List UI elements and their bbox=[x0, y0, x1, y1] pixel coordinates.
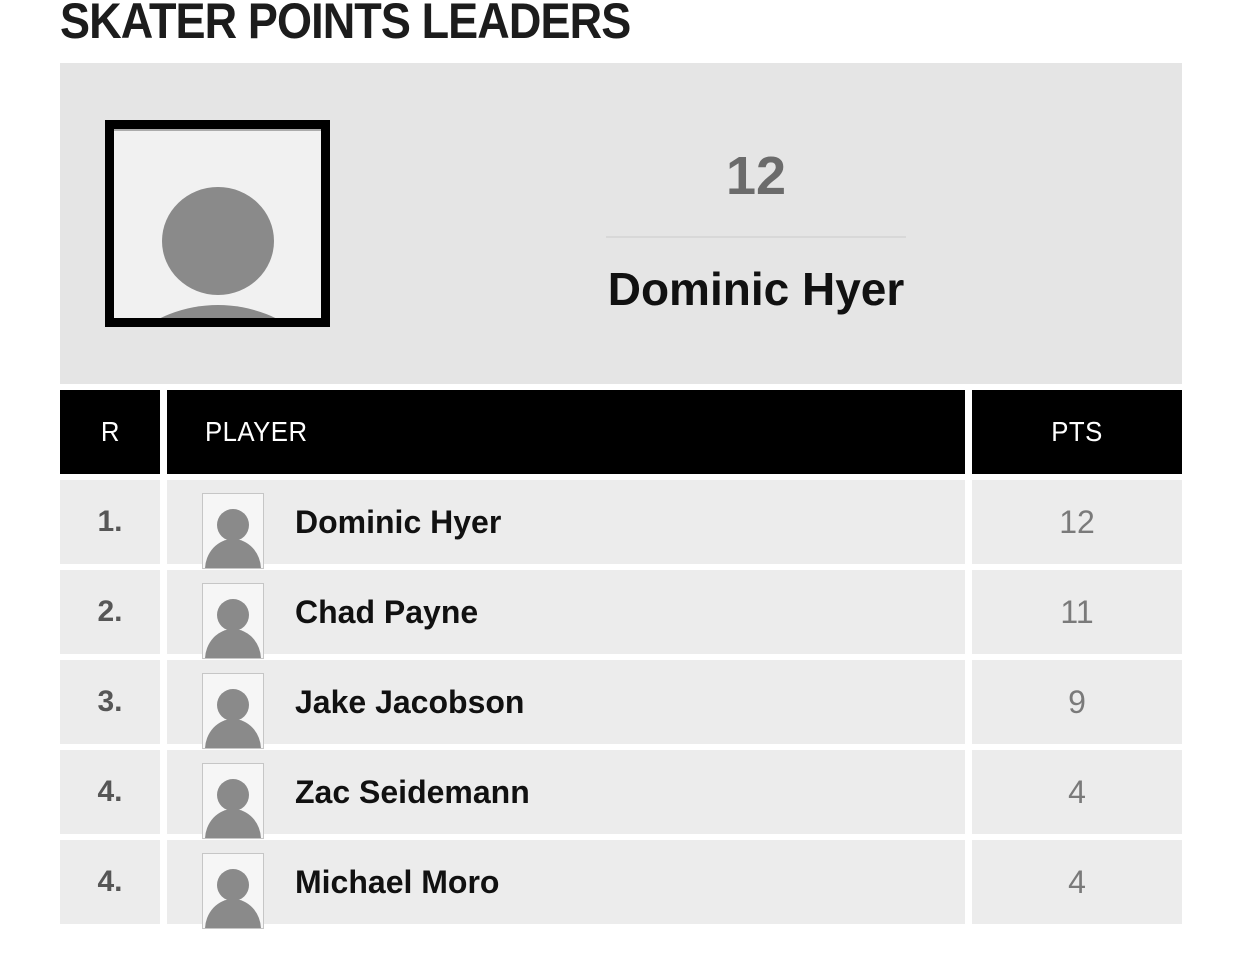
header-cell-player: PLAYER bbox=[167, 390, 965, 474]
player-photo-placeholder bbox=[202, 763, 264, 839]
player-name: Zac Seidemann bbox=[295, 773, 530, 810]
player-cell: Michael Moro bbox=[167, 840, 965, 929]
player-cell: Dominic Hyer bbox=[167, 480, 965, 569]
featured-player-name: Dominic Hyer bbox=[607, 263, 905, 315]
rank-column-label: R bbox=[100, 416, 120, 447]
person-silhouette-icon bbox=[217, 509, 249, 541]
featured-points-value: 12 bbox=[725, 146, 787, 206]
featured-player-photo bbox=[105, 120, 330, 327]
photo-top-edge bbox=[114, 129, 321, 131]
page-title: SKATER POINTS LEADERS bbox=[60, 0, 631, 49]
table-row: 4. Zac Seidemann 4 bbox=[60, 750, 1182, 839]
player-name: Jake Jacobson bbox=[295, 683, 525, 720]
rank-cell: 3. bbox=[60, 660, 160, 744]
player-photo-placeholder bbox=[202, 583, 264, 659]
player-column-label: PLAYER bbox=[205, 416, 308, 447]
player-name: Michael Moro bbox=[295, 863, 500, 900]
player-photo-placeholder bbox=[202, 673, 264, 749]
points-cell: 4 bbox=[972, 750, 1182, 834]
player-photo-placeholder bbox=[202, 853, 264, 929]
rank-cell: 1. bbox=[60, 480, 160, 564]
rank-cell: 4. bbox=[60, 840, 160, 924]
points-cell: 4 bbox=[972, 840, 1182, 924]
points-cell: 9 bbox=[972, 660, 1182, 744]
header-cell-points: PTS bbox=[972, 390, 1182, 474]
table-row: 2. Chad Payne 11 bbox=[60, 570, 1182, 659]
table-header-row: R PLAYER PTS bbox=[60, 390, 1182, 474]
player-name: Dominic Hyer bbox=[295, 503, 502, 540]
featured-leader-info: 12 Dominic Hyer bbox=[330, 149, 1182, 312]
points-cell: 11 bbox=[972, 570, 1182, 654]
skater-points-leaders-widget: SKATER POINTS LEADERS 12 Dominic Hyer R … bbox=[60, 0, 1182, 929]
person-silhouette-icon bbox=[217, 599, 249, 631]
player-cell: Chad Payne bbox=[167, 570, 965, 659]
header-cell-rank: R bbox=[60, 390, 160, 474]
table-row: 3. Jake Jacobson 9 bbox=[60, 660, 1182, 749]
table-body: 1. Dominic Hyer 12 2. Chad bbox=[60, 480, 1182, 929]
rank-cell: 4. bbox=[60, 750, 160, 834]
rank-cell: 2. bbox=[60, 570, 160, 654]
table-row: 4. Michael Moro 4 bbox=[60, 840, 1182, 929]
player-cell: Jake Jacobson bbox=[167, 660, 965, 749]
points-column-label: PTS bbox=[1051, 416, 1103, 447]
player-name: Chad Payne bbox=[295, 593, 479, 630]
person-silhouette-icon bbox=[217, 869, 249, 901]
leaders-table: R PLAYER PTS 1. Dominic Hyer 12 bbox=[60, 390, 1182, 929]
player-cell: Zac Seidemann bbox=[167, 750, 965, 839]
person-silhouette-icon bbox=[217, 779, 249, 811]
divider bbox=[606, 236, 906, 238]
person-silhouette-icon bbox=[217, 689, 249, 721]
featured-leader-card: 12 Dominic Hyer bbox=[60, 63, 1182, 384]
table-row: 1. Dominic Hyer 12 bbox=[60, 480, 1182, 569]
player-photo-placeholder bbox=[202, 493, 264, 569]
points-cell: 12 bbox=[972, 480, 1182, 564]
